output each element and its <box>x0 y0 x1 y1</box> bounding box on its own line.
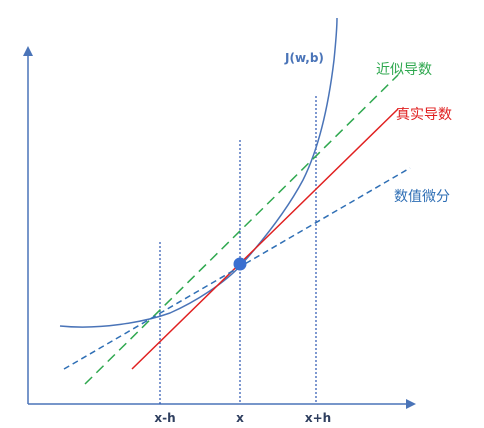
approx-derivative-label: 近似导数 <box>376 62 432 78</box>
true-derivative-label: 真实导数 <box>396 107 452 123</box>
true-derivative-line <box>131 108 399 370</box>
curve-label: J(w,b) <box>284 51 324 65</box>
numeric-derivative-label: 数值微分 <box>394 189 450 205</box>
cost-curve <box>59 17 338 328</box>
tangent-point <box>233 257 247 271</box>
tick-label-x-plus-h: x+h <box>305 411 331 425</box>
tick-label-x: x <box>236 411 244 425</box>
approx-derivative-line <box>84 74 399 385</box>
tick-label-x-minus-h: x-h <box>154 411 175 425</box>
